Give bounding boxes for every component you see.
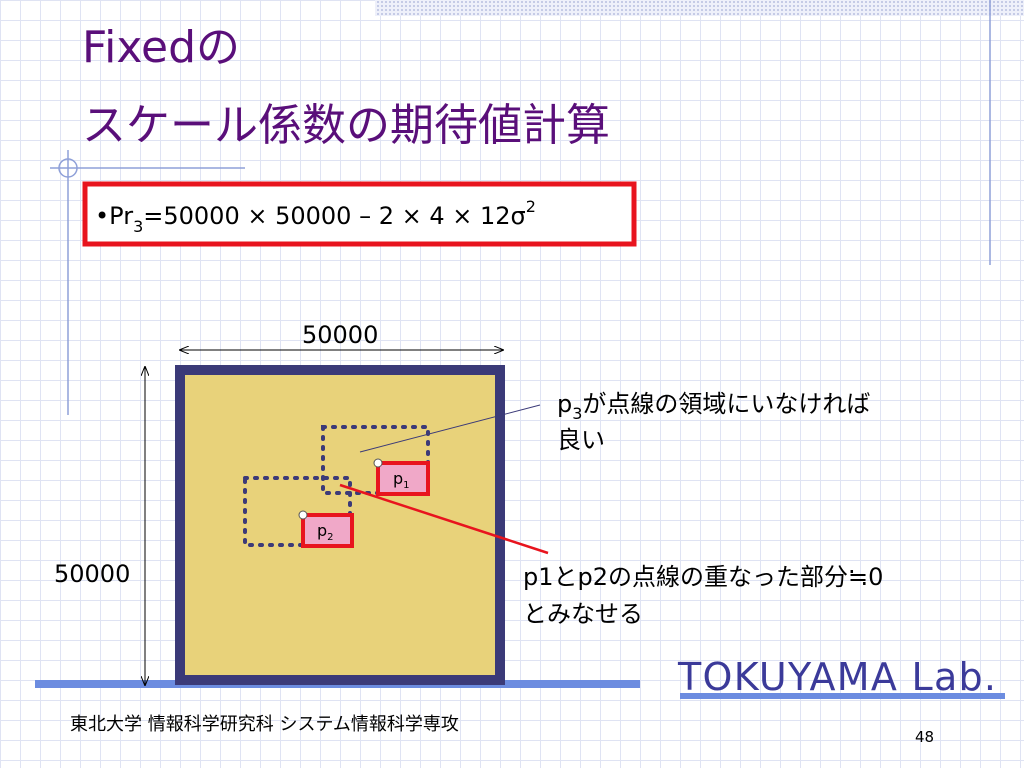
note: p3が点線の領域にいなければ [557,390,870,423]
dotted-region [243,476,352,547]
formula: •Pr3=50000 × 50000 – 2 × 4 × 12σ2 [95,197,536,236]
note: 良い [557,426,605,454]
height-label: 50000 [54,560,130,588]
note-part: が点線の領域にいなければ [582,390,870,418]
label-sub: 2 [327,532,333,543]
title: Fixedの [82,22,240,73]
decor-bar [375,0,1024,16]
page-number: 48 [915,728,934,746]
leader [359,404,541,453]
leader [339,483,549,555]
p2-label: p2 [317,521,334,543]
formula-part: =50000 × 50000 – 2 × 4 × 12σ [143,202,525,230]
formula-sub: 3 [133,217,143,236]
formula-box [82,181,637,247]
decor-circle [58,158,78,178]
p1-label: p1 [393,469,410,491]
formula-part: •Pr [95,202,133,230]
width-label: 50000 [302,321,378,349]
label-sub: 1 [403,480,409,491]
formula-sup: 2 [526,197,536,216]
label: p [317,521,327,540]
dotted-region [321,425,430,495]
affiliation: 東北大学 情報科学研究科 システム情報科学専攻 [70,714,459,735]
note: p1とp2の点線の重なった部分≒0 [523,563,883,591]
note: とみなせる [523,600,643,628]
note-sub: 3 [572,404,582,423]
corner [373,458,383,468]
p2-box [301,513,354,548]
label: p [393,469,403,488]
p1-box [376,461,430,496]
note-part: p [557,390,572,418]
corner [298,510,308,520]
lab-name: TOKUYAMA Lab. [677,655,996,699]
title: スケール係数の期待値計算 [82,100,610,151]
